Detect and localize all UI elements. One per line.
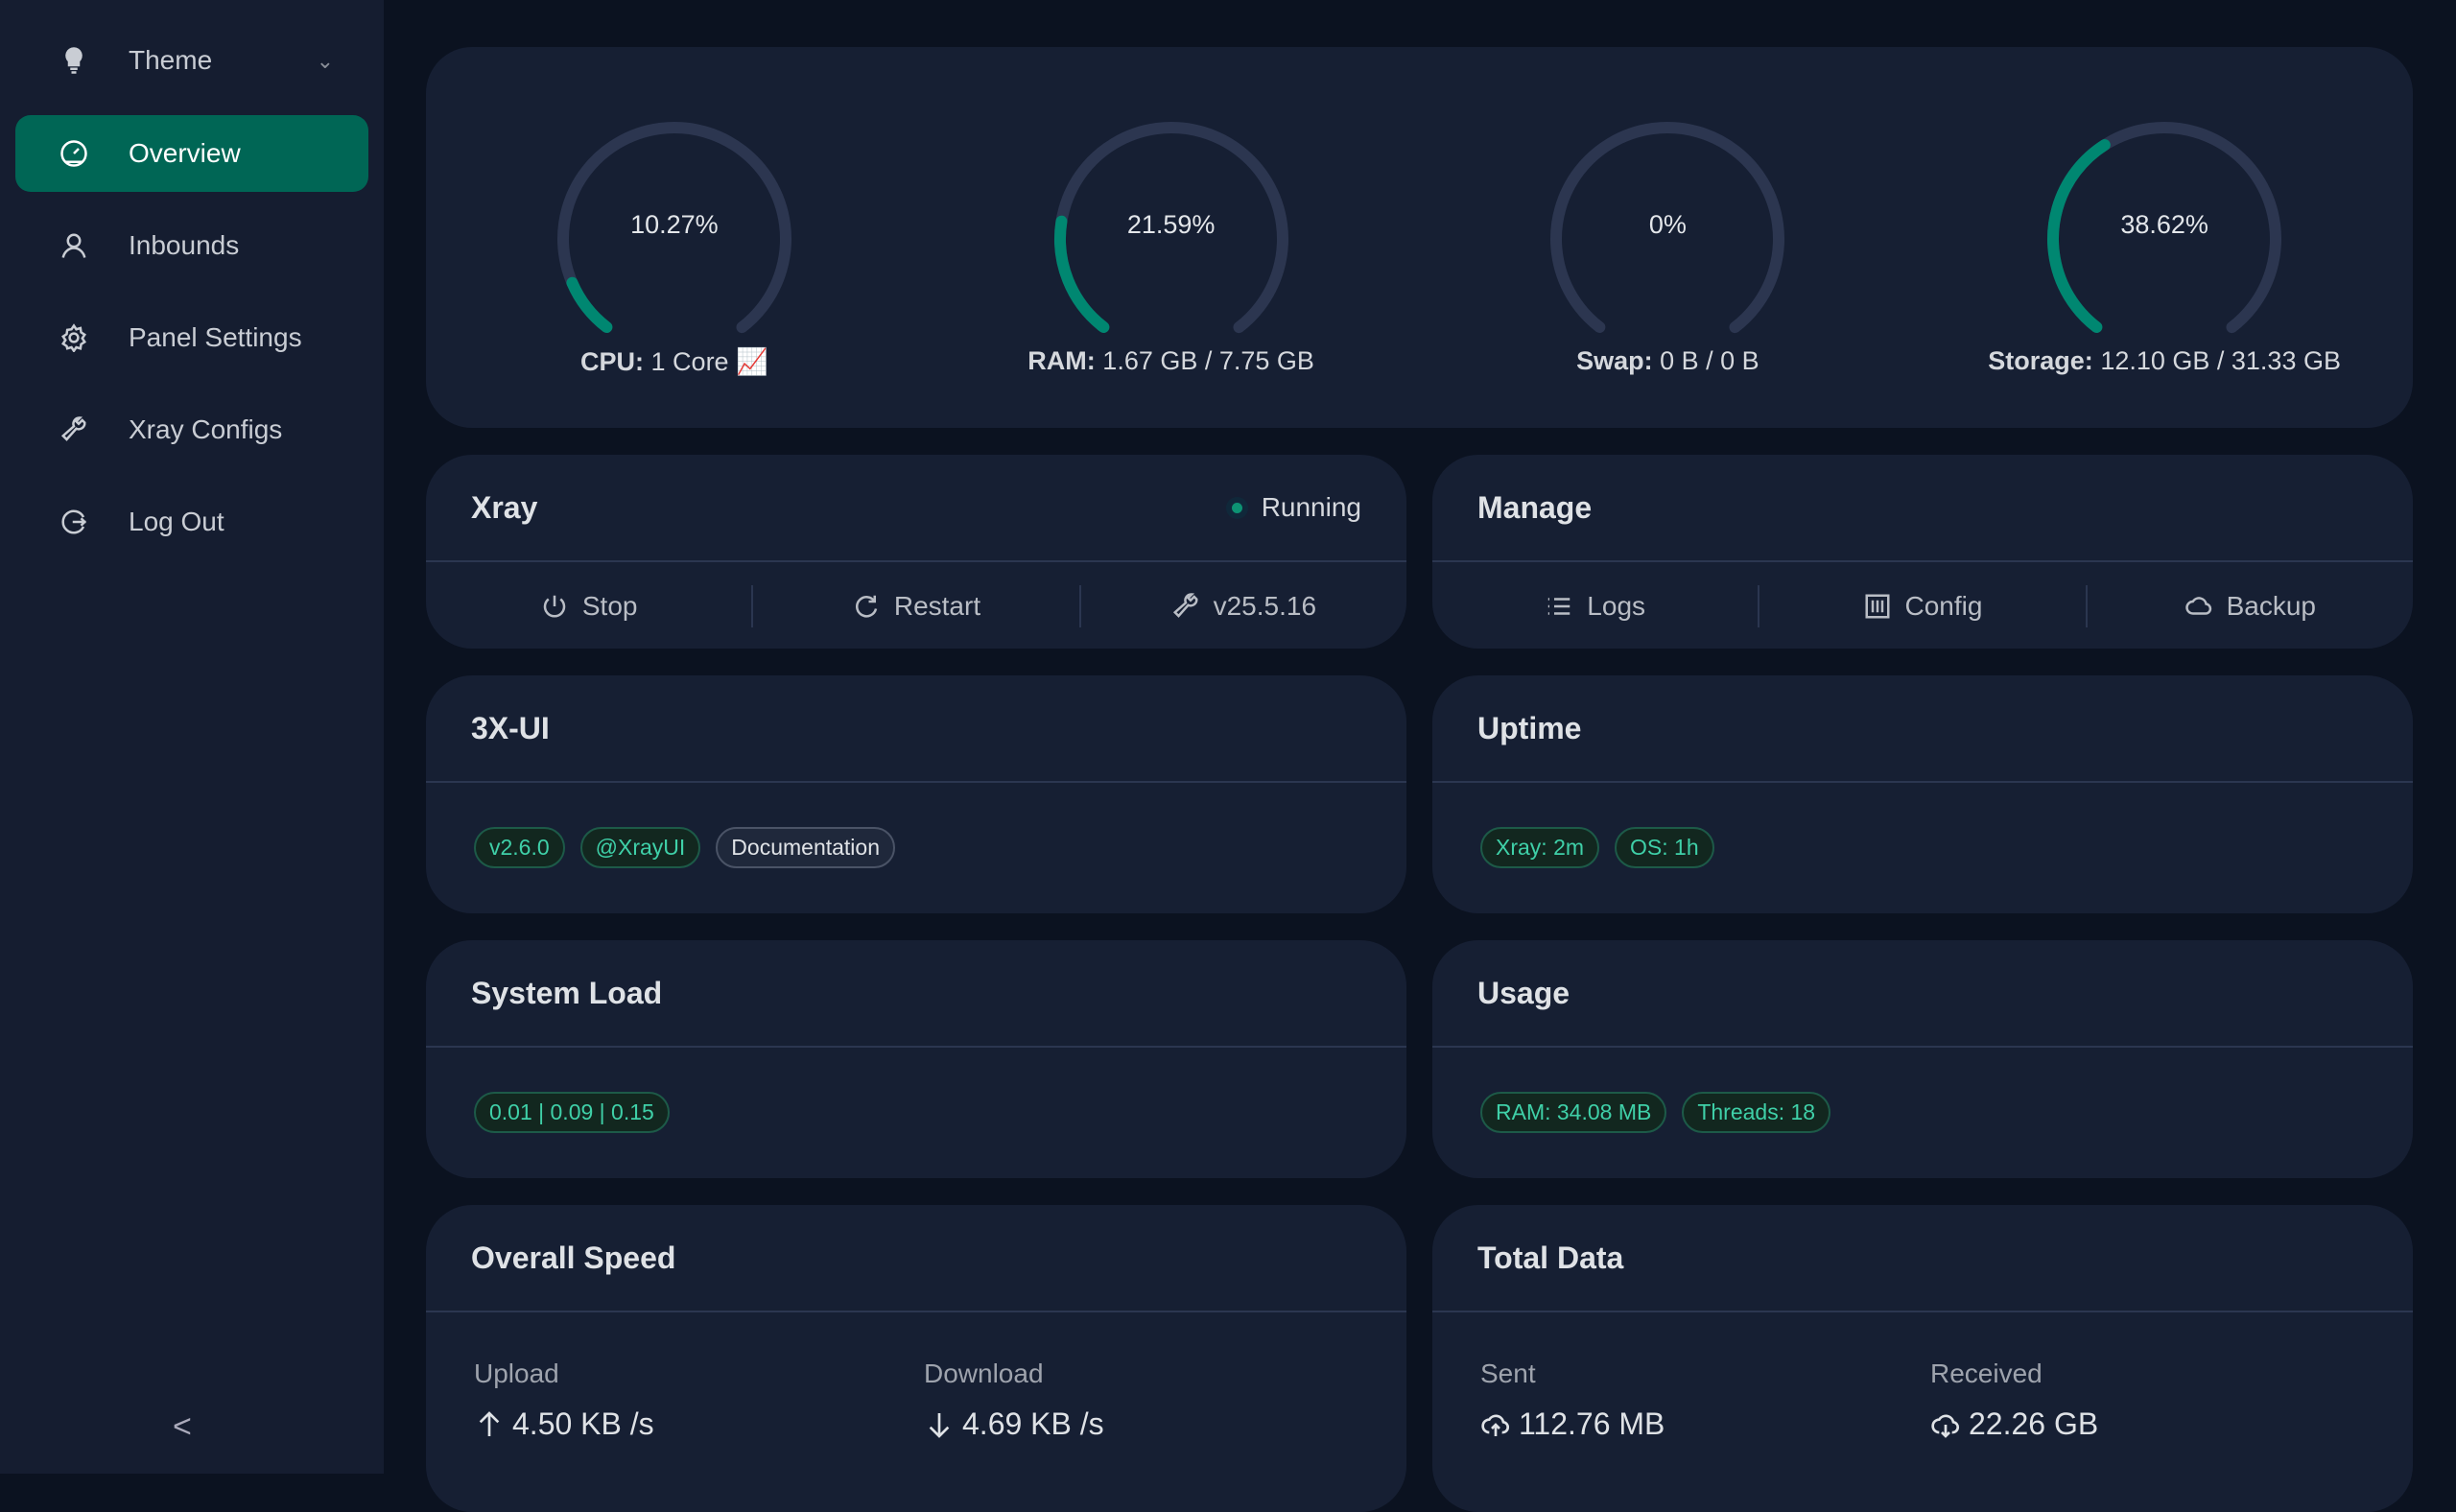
config-button[interactable]: Config [1759,585,2088,627]
gauge-percent: 38.62% [2120,210,2208,239]
sidebar-item-label: Overview [129,138,241,168]
gauge-fill [556,122,791,356]
theme-menu[interactable]: Theme ⌄ [15,22,368,99]
card-title: Manage [1477,489,1593,525]
card-title: Overall Speed [471,1240,676,1275]
xray-card: Xray Running Stop Restart v25.5.16 [426,455,1406,649]
usage-card: Usage RAM: 34.08 MB Threads: 18 [1432,940,2413,1178]
gauge-fill [2047,122,2282,356]
user-icon [58,229,90,262]
cpu-gauge: 10.27% CPU: 1 Core 📈 [426,47,923,428]
sidebar-item-xray-configs[interactable]: Xray Configs [15,391,368,468]
system-load-card: System Load 0.01 | 0.09 | 0.15 [426,940,1406,1178]
gauge-percent: 0% [1648,210,1687,239]
version-tag[interactable]: v2.6.0 [474,827,565,868]
chart-icon[interactable]: 📈 [736,347,768,376]
logs-button[interactable]: Logs [1432,585,1760,627]
gauge-track [1550,122,1785,356]
card-title: Xray [471,489,538,525]
system-stats-card: 10.27% CPU: 1 Core 📈 21.59% RAM: 1.67 GB /… [426,47,2413,428]
list-icon [1548,598,1570,615]
os-uptime-tag: OS: 1h [1615,827,1714,868]
threads-tag: Threads: 18 [1682,1092,1831,1133]
sidebar-item-panel-settings[interactable]: Panel Settings [15,299,368,376]
collapse-sidebar-button[interactable]: < [173,1408,192,1445]
channel-tag[interactable]: @XrayUI [579,827,701,868]
uptime-card: Uptime Xray: 2m OS: 1h [1432,675,2413,913]
card-title: Total Data [1477,1240,1624,1275]
theme-label: Theme [129,45,213,75]
received-stat: Received 22.26 GB [1930,1358,2099,1441]
sidebar-item-label: Xray Configs [129,414,283,444]
sliders-icon [1865,594,1890,619]
card-title: Uptime [1477,710,1582,745]
gauge-ring [1550,122,1785,356]
bulb-icon [58,44,90,77]
app-card: 3X-UI v2.6.0 @XrayUI Documentation [426,675,1406,913]
sidebar-item-label: Log Out [129,507,224,536]
arrow-up-icon [479,1410,500,1436]
card-title: Usage [1477,975,1570,1010]
ram-gauge: 21.59% RAM: 1.67 GB / 7.75 GB [923,47,1420,428]
gauge-ring [1053,122,1288,356]
xray-uptime-tag: Xray: 2m [1480,827,1600,868]
sidebar-item-log-out[interactable]: Log Out [15,484,368,560]
storage-gauge: 38.62% Storage: 12.10 GB / 31.33 GB [1916,47,2413,428]
gauge-label: RAM: 1.67 GB / 7.75 GB [1027,346,1314,375]
xray-version-button[interactable]: v25.5.16 [1081,585,1406,627]
download-stat: Download 4.69 KB /s [924,1358,1104,1441]
gear-icon [58,321,90,354]
wrench-icon [1172,593,1198,618]
chevron-down-icon: ⌄ [316,49,334,73]
logout-icon [58,506,90,538]
backup-button[interactable]: Backup [2088,585,2413,627]
gauge-percent: 10.27% [630,210,719,239]
load-tag: 0.01 | 0.09 | 0.15 [474,1092,670,1133]
cloud-upload-icon [1481,1414,1510,1436]
cloud-icon [2184,597,2211,615]
gauge-label: Storage: 12.10 GB / 31.33 GB [1988,346,2341,375]
upload-stat: Upload 4.50 KB /s [474,1358,654,1441]
sent-stat: Sent 112.76 MB [1480,1358,1665,1441]
sidebar-item-label: Panel Settings [129,322,302,352]
gauge-fill [1053,122,1288,356]
ram-usage-tag: RAM: 34.08 MB [1480,1092,1667,1133]
gauge-label: CPU: 1 Core 📈 [580,347,768,376]
wrench-icon [58,413,90,446]
swap-gauge: 0% Swap: 0 B / 0 B [1420,47,1917,428]
status-dot [1231,502,1242,513]
arrow-down-icon [929,1412,950,1438]
stop-button[interactable]: Stop [426,585,754,627]
status-badge: Running [1231,492,1361,523]
gauge-ring [2047,122,2282,356]
gauge-label: Swap: 0 B / 0 B [1576,346,1759,375]
manage-card: Manage Logs Config Backup [1432,455,2413,649]
sidebar-item-label: Inbounds [129,230,240,260]
cloud-download-icon [1931,1414,1960,1438]
card-title: 3X-UI [471,710,550,745]
total-data-card: Total Data Sent 112.76 MB Received 22.26 G… [1432,1205,2413,1512]
sidebar-item-overview[interactable]: Overview [15,115,368,192]
power-icon [543,595,566,618]
restart-button[interactable]: Restart [753,585,1081,627]
gauge-ring [556,122,791,356]
card-title: System Load [471,975,663,1010]
documentation-tag[interactable]: Documentation [716,827,895,868]
sidebar-item-inbounds[interactable]: Inbounds [15,207,368,284]
gauge-percent: 21.59% [1126,210,1216,239]
sidebar: Theme ⌄ Overview Inbounds Panel Settings… [0,0,384,1474]
reload-icon [855,595,878,618]
dashboard-icon [58,137,90,170]
overall-speed-card: Overall Speed Upload 4.50 KB /s Download 4… [426,1205,1406,1512]
